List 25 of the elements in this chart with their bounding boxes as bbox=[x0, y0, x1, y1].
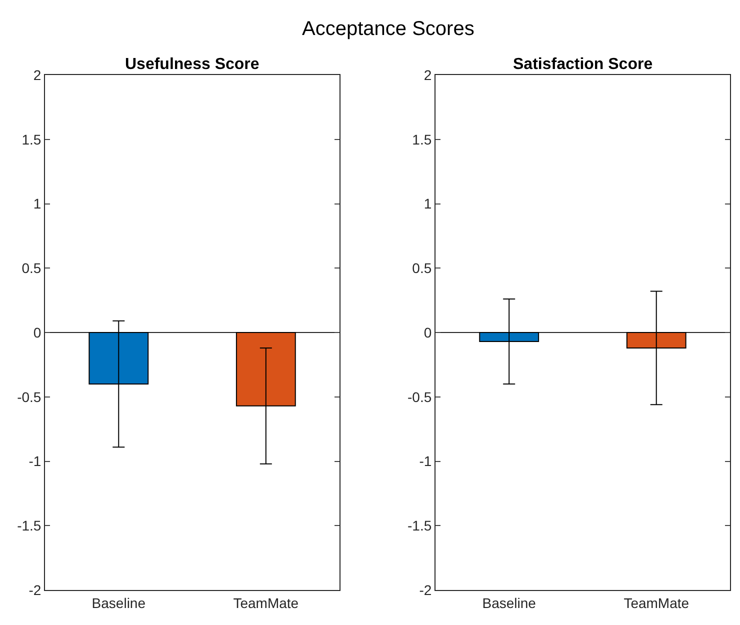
y-tick-label: -1.5 bbox=[17, 518, 42, 534]
x-tick-label: TeamMate bbox=[624, 594, 690, 611]
y-tick-label: -1 bbox=[28, 453, 42, 470]
y-tick-label: 0.5 bbox=[22, 260, 42, 276]
y-tick-label: -0.5 bbox=[17, 388, 42, 405]
chart-title: Satisfaction Score bbox=[513, 56, 653, 73]
y-tick-label: 2 bbox=[33, 66, 42, 83]
y-tick-label: -0.5 bbox=[408, 388, 432, 405]
y-tick-label: 1.5 bbox=[412, 131, 432, 148]
y-tick-label: 0 bbox=[424, 324, 432, 340]
y-tick-label: -1 bbox=[419, 453, 432, 470]
y-tick-label: -2 bbox=[28, 582, 42, 598]
x-tick-label: Baseline bbox=[482, 594, 536, 611]
x-tick-label: TeamMate bbox=[233, 594, 299, 611]
y-tick-label: 0 bbox=[33, 324, 42, 340]
text: Acceptance Scores bbox=[302, 18, 474, 40]
y-tick-label: 0.5 bbox=[412, 260, 432, 276]
y-tick-label: 1.5 bbox=[22, 131, 42, 148]
y-tick-label: 1 bbox=[33, 196, 42, 212]
y-tick-label: 2 bbox=[424, 66, 432, 83]
chart-title: Usefulness Score bbox=[125, 56, 260, 73]
x-tick-label: Baseline bbox=[92, 594, 146, 611]
y-tick-label: 1 bbox=[424, 196, 432, 212]
y-tick-label: -2 bbox=[419, 582, 432, 598]
y-tick-label: -1.5 bbox=[408, 518, 432, 534]
